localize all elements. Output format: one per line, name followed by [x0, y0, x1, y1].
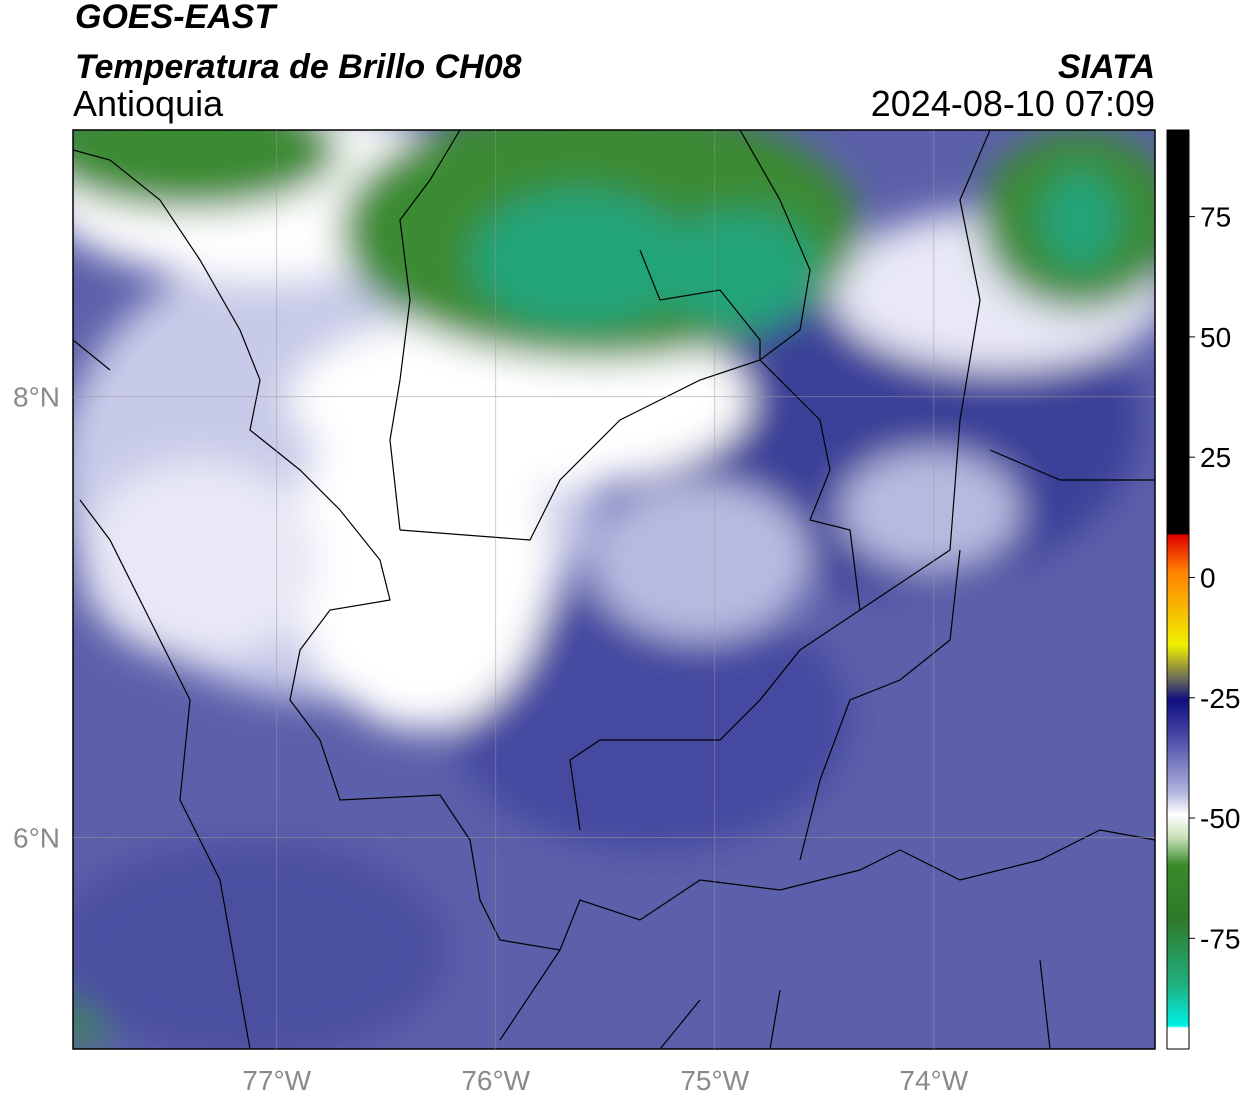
source: SIATA: [1058, 48, 1155, 86]
colorbar-tick-label: -25: [1200, 683, 1240, 714]
x-tick-label: 75°W: [680, 1065, 749, 1096]
colorbar: [1166, 129, 1190, 1050]
region: Antioquia: [73, 83, 224, 124]
subtitle: Temperatura de Brillo CH08: [75, 48, 522, 86]
colorbar-tick-label: 25: [1200, 442, 1231, 473]
colorbar-tick-label: -50: [1200, 803, 1240, 834]
y-tick-label: 8°N: [13, 382, 60, 413]
y-tick-label: 6°N: [13, 822, 60, 853]
x-tick-label: 74°W: [899, 1065, 968, 1096]
x-tick-label: 77°W: [242, 1065, 311, 1096]
colorbar-tick-label: -75: [1200, 923, 1240, 954]
datetime: 2024-08-10 07:09: [871, 83, 1155, 124]
x-tick-label: 76°W: [461, 1065, 530, 1096]
satellite-image: [73, 130, 1155, 1049]
colorbar-tick-label: 75: [1200, 202, 1231, 233]
title: GOES-EAST: [75, 0, 278, 36]
colorbar-tick-label: 0: [1200, 562, 1216, 593]
colorbar-tick-label: 50: [1200, 322, 1231, 353]
map-frame: [72, 129, 1156, 1050]
